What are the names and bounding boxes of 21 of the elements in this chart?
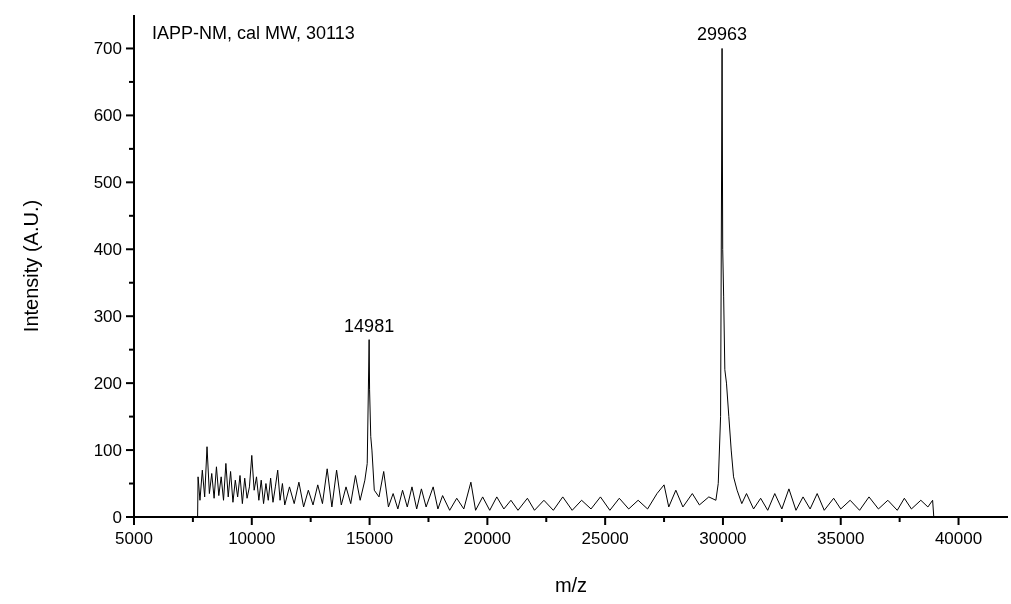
y-tick-label: 200 xyxy=(93,374,122,394)
y-tick-label: 400 xyxy=(93,240,122,260)
x-tick-label: 10000 xyxy=(228,529,276,548)
y-axis-title: Intensity (A.U.) xyxy=(20,199,42,333)
y-tick-label: 0 xyxy=(112,508,122,527)
annotation: 29963 xyxy=(697,24,748,45)
x-axis-title: m/z xyxy=(554,574,588,596)
x-tick-label: 15000 xyxy=(345,529,394,548)
annotation: IAPP-NM, cal MW, 30113 xyxy=(152,23,355,43)
y-tick-label: 300 xyxy=(93,307,122,327)
x-tick-label: 25000 xyxy=(581,529,629,548)
y-tick-label: 700 xyxy=(93,39,122,59)
x-tick-label: 20000 xyxy=(463,529,512,548)
x-tick-label: 5000 xyxy=(115,529,153,548)
y-tick-label: 100 xyxy=(93,441,122,461)
y-tick-label: 600 xyxy=(93,106,122,126)
x-tick-label: 40000 xyxy=(934,529,983,548)
x-tick-label: 35000 xyxy=(817,529,865,548)
annotation: 14981 xyxy=(344,315,395,336)
x-tick-label: 30000 xyxy=(699,529,747,548)
y-tick-label: 500 xyxy=(93,173,122,193)
